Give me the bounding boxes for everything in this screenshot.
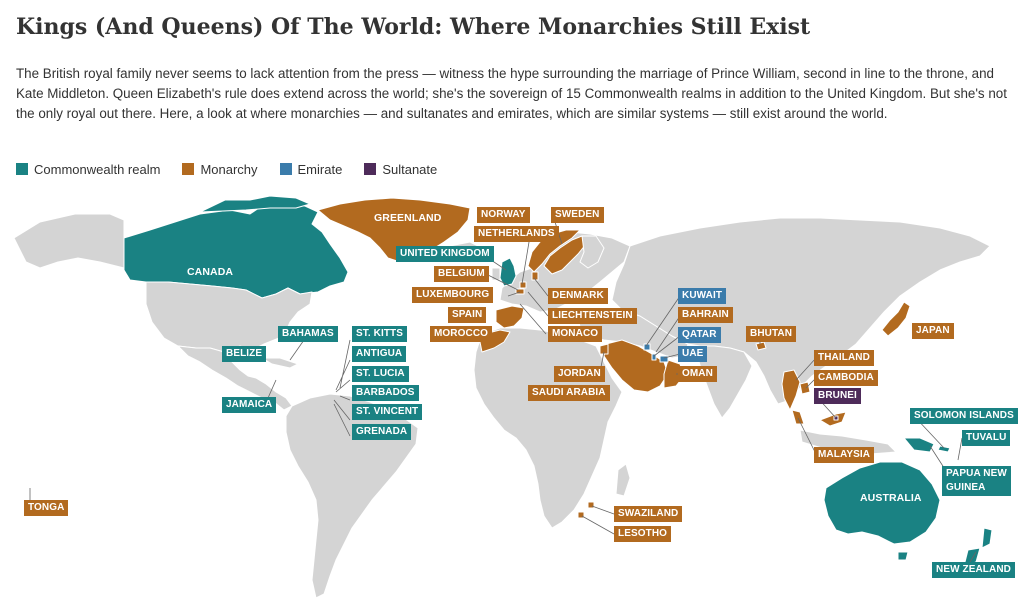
label-st-vincent: ST. VINCENT (352, 404, 423, 420)
label-swaziland: SWAZILAND (614, 506, 683, 522)
label-belize: BELIZE (222, 346, 267, 362)
label-thailand: THAILAND (814, 350, 874, 366)
label-tonga: TONGA (24, 500, 69, 516)
label-new-zealand: NEW ZEALAND (932, 562, 1015, 578)
country-kuwait (643, 343, 651, 351)
label-lesotho: LESOTHO (614, 526, 672, 542)
label-grenada: GRENADA (352, 424, 412, 440)
label-japan: JAPAN (912, 323, 954, 339)
leader-line-new-zealand (969, 551, 977, 563)
label-bahamas: BAHAMAS (278, 326, 338, 342)
label-papua-new-guinea: PAPUA NEW GUINEA (942, 466, 1011, 496)
country-canada-arctic (199, 195, 311, 213)
label-greenland: GREENLAND (374, 212, 442, 224)
land-africa (473, 327, 623, 529)
country-spain (495, 305, 525, 329)
country-united-kingdom (499, 257, 517, 287)
label-tuvalu: TUVALU (962, 430, 1011, 446)
label-papua-new-guinea-line2: GUINEA (946, 482, 986, 493)
label-brunei: BRUNEI (814, 388, 861, 404)
label-bhutan: BHUTAN (746, 326, 797, 342)
legend-swatch-sultanate (364, 163, 377, 175)
land-cuba (261, 357, 299, 369)
country-bhutan (755, 341, 767, 351)
label-norway: NORWAY (477, 207, 530, 223)
page-title: Kings (And Queens) Of The World: Where M… (16, 14, 811, 40)
country-cambodia (799, 381, 811, 395)
label-malaysia: MALAYSIA (814, 447, 875, 463)
country-norway (527, 229, 581, 273)
land-alaska (13, 213, 125, 269)
label-cambodia: CAMBODIA (814, 370, 878, 386)
world-map (0, 190, 1024, 606)
country-malaysia-borneo (819, 411, 847, 427)
legend-item-monarchy: Monarchy (182, 161, 258, 177)
country-solomon-islands (937, 445, 951, 453)
land-ireland (491, 267, 501, 281)
legend-swatch-commonwealth (16, 163, 28, 175)
label-sweden: SWEDEN (551, 207, 604, 223)
country-jordan (599, 343, 609, 355)
land-madagascar (615, 463, 631, 497)
leader-line-europe (485, 221, 563, 335)
legend-item-sultanate: Sultanate (364, 162, 437, 177)
label-australia: AUSTRALIA (860, 492, 922, 504)
country-new-zealand (981, 527, 993, 549)
legend-item-commonwealth: Commonwealth realm (16, 162, 160, 177)
legend-swatch-monarchy (182, 163, 195, 175)
label-barbados: BARBADOS (352, 385, 419, 401)
label-denmark: DENMARK (548, 288, 608, 304)
label-jamaica: JAMAICA (222, 397, 277, 413)
label-jordan: JORDAN (554, 366, 605, 382)
label-spain: SPAIN (448, 307, 487, 323)
leader-line-bahamas (289, 339, 305, 361)
leader-line-thailand (795, 357, 837, 455)
label-morocco: MOROCCO (430, 326, 493, 342)
label-qatar: QATAR (678, 327, 721, 343)
leader-line-gulf (645, 295, 681, 375)
label-united-kingdom: UNITED KINGDOM (396, 246, 494, 262)
land-finland (579, 235, 605, 269)
country-australia (823, 461, 941, 545)
legend-label-emirate: Emirate (297, 161, 343, 177)
legend-swatch-emirate (279, 163, 292, 175)
legend-item-emirate: Emirate (279, 161, 343, 177)
country-malaysia (791, 409, 805, 425)
leader-line-caribbean (333, 339, 351, 437)
country-lesotho (577, 511, 585, 519)
label-antigua: ANTIGUA (352, 346, 407, 362)
leader-line-swaziland (581, 505, 615, 535)
legend-label-monarchy: Monarchy (200, 161, 258, 177)
label-st-lucia: ST. LUCIA (352, 366, 409, 382)
legend: Commonwealth realm Monarchy Emirate Sult… (16, 160, 459, 178)
label-solomon-islands: SOLOMON ISLANDS (910, 408, 1018, 424)
label-saudi-arabia: SAUDI ARABIA (528, 385, 610, 401)
country-japan (881, 301, 911, 337)
country-swaziland (587, 501, 595, 509)
label-belgium: BELGIUM (434, 266, 489, 282)
legend-label-sultanate: Sultanate (382, 161, 438, 177)
label-netherlands: NETHERLANDS (474, 226, 559, 242)
label-papua-new-guinea-line1: PAPUA NEW (946, 468, 1007, 479)
country-australia-tasmania (897, 551, 909, 561)
label-luxembourg: LUXEMBOURG (412, 287, 494, 303)
world-map-svg (13, 195, 993, 599)
label-st-kitts: ST. KITTS (352, 326, 408, 342)
country-saudi-arabia (603, 339, 669, 393)
label-kuwait: KUWAIT (678, 288, 727, 304)
label-oman: OMAN (678, 366, 717, 382)
label-uae: UAE (678, 346, 708, 362)
label-bahrain: BAHRAIN (678, 307, 733, 323)
country-netherlands (519, 281, 527, 289)
land-asia (611, 217, 991, 405)
intro-paragraph: The British royal family never seems to … (16, 66, 1007, 121)
leader-line-jamaica (267, 379, 277, 399)
country-papua-new-guinea (903, 437, 935, 453)
country-thailand (781, 369, 801, 411)
country-denmark (531, 271, 539, 281)
label-liechtenstein: LIECHTENSTEIN (548, 308, 637, 324)
label-monaco: MONACO (548, 326, 603, 342)
label-canada: CANADA (187, 266, 234, 278)
legend-label-commonwealth: Commonwealth realm (34, 161, 161, 177)
